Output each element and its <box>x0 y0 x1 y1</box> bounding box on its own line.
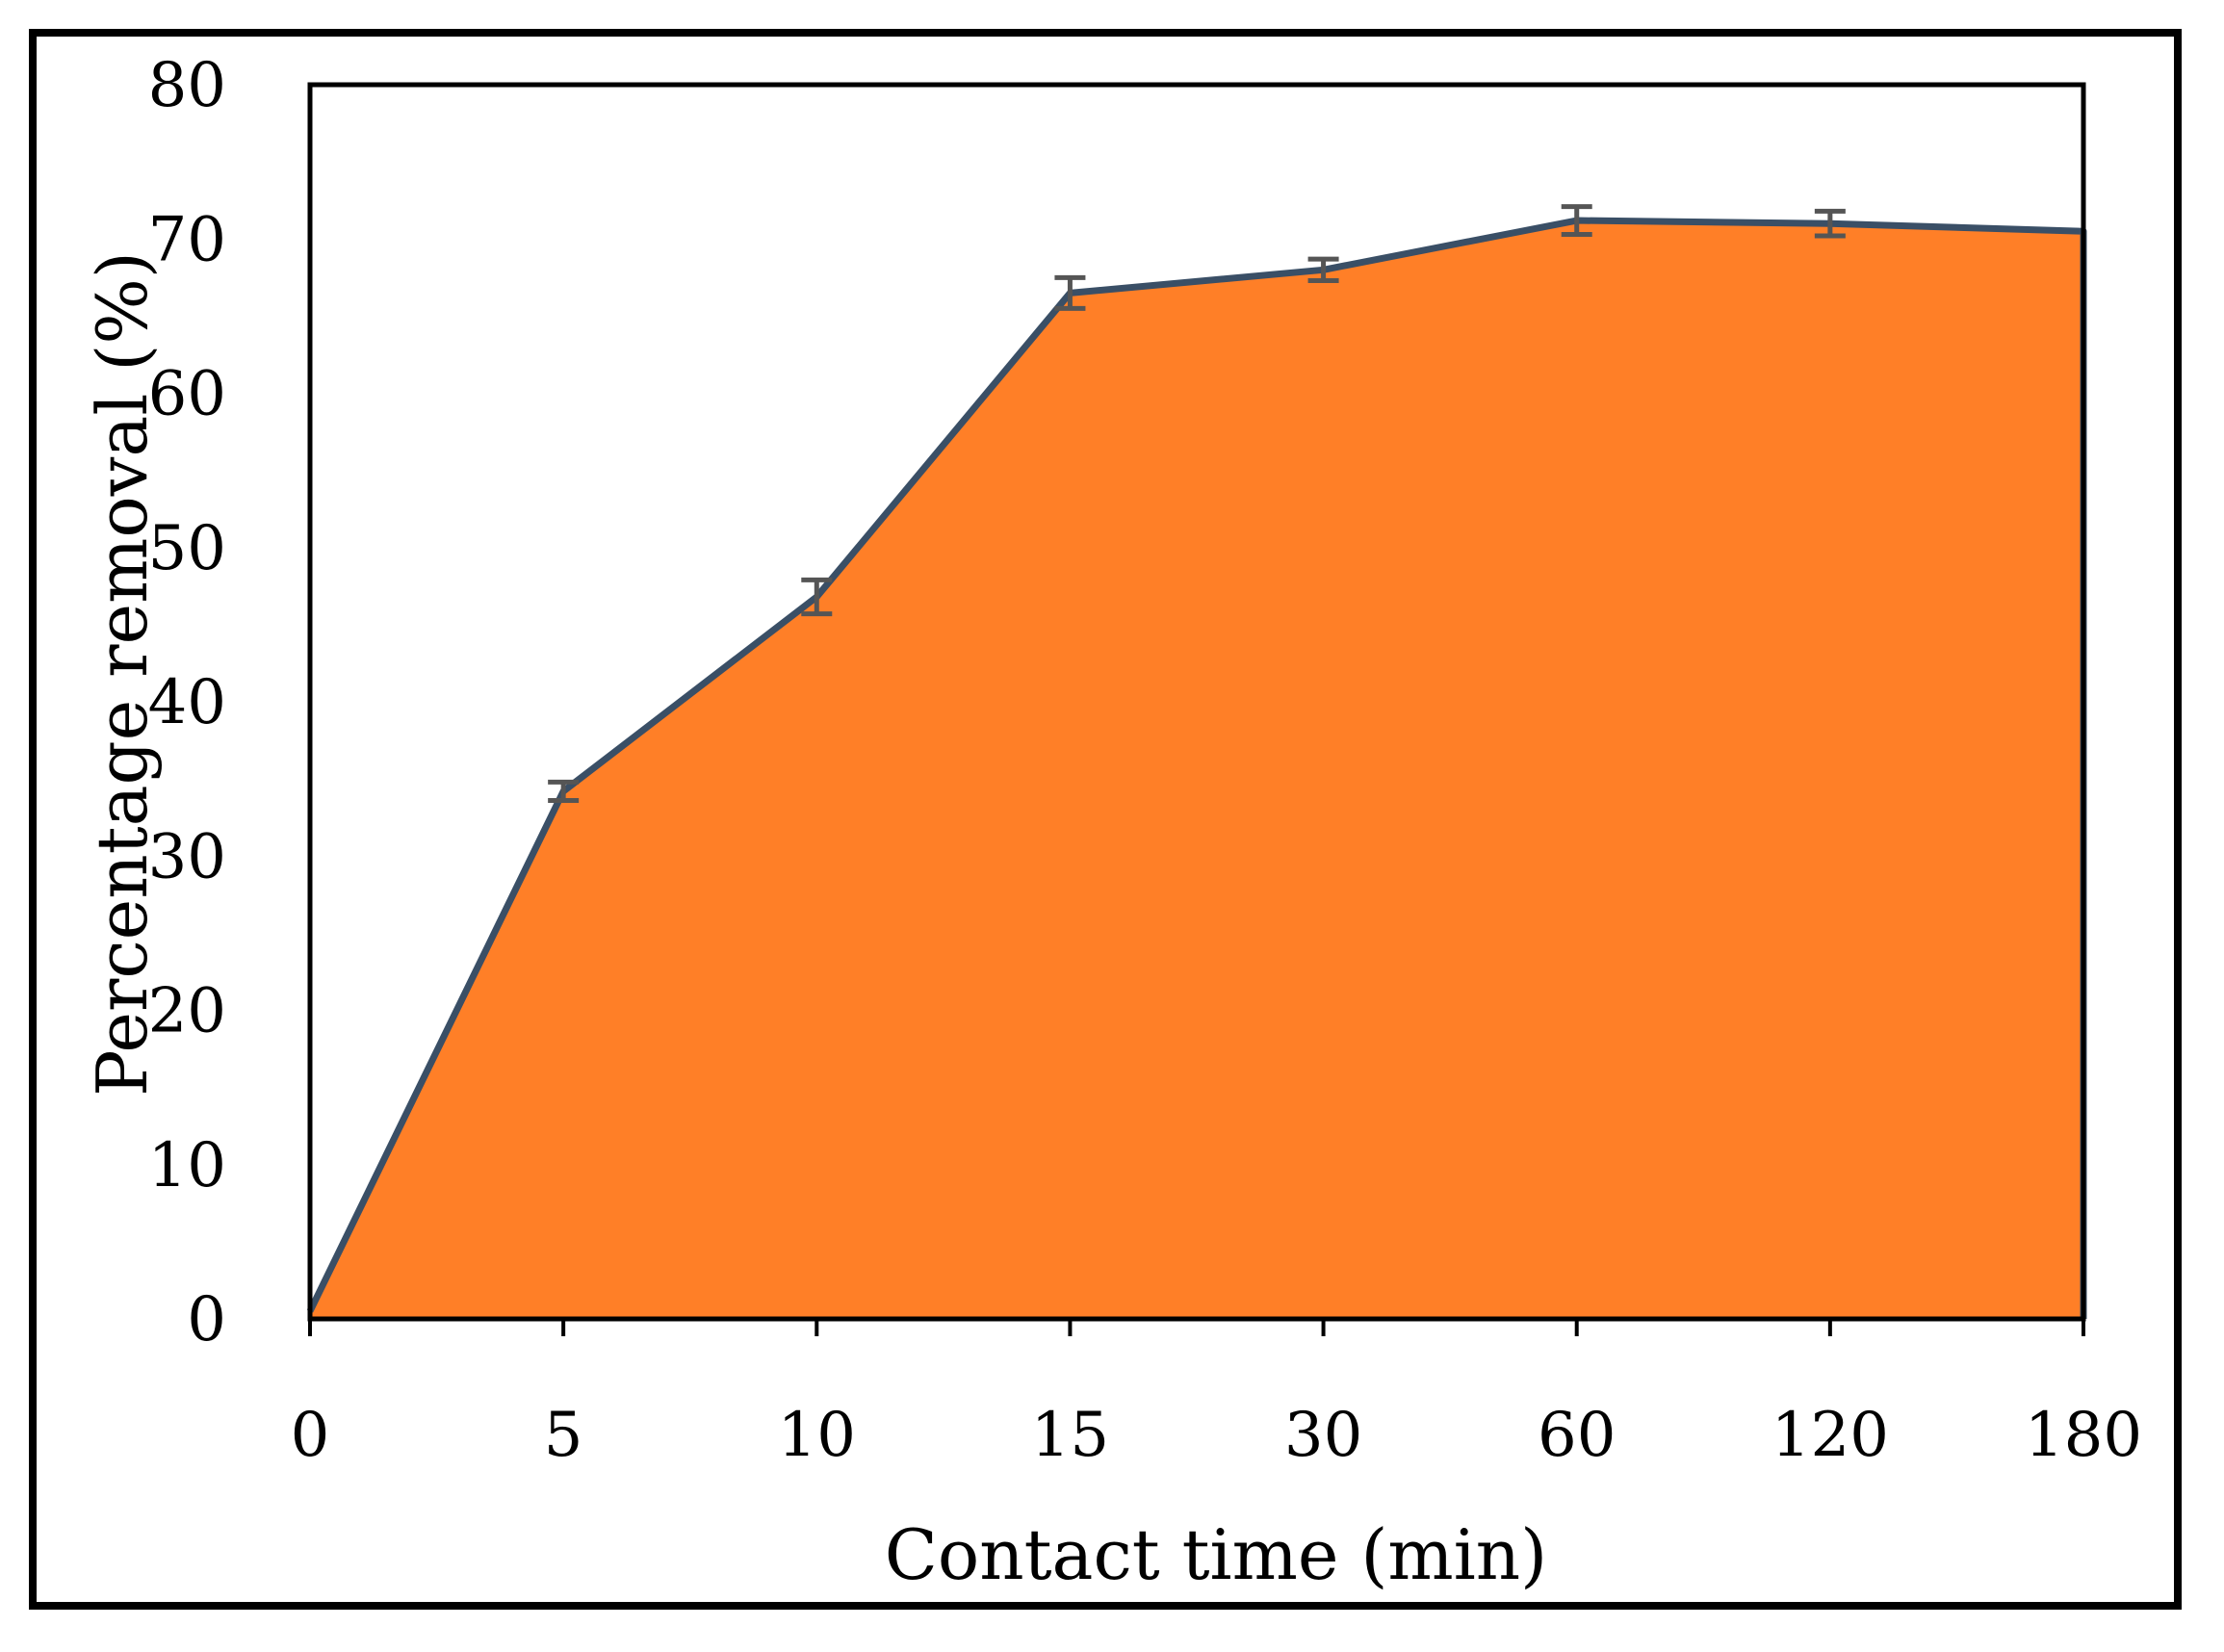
error-bar <box>801 577 833 617</box>
y-tick-label: 70 <box>148 204 226 275</box>
x-tick-label: 30 <box>1284 1400 1362 1471</box>
x-tick-label: 180 <box>2025 1400 2142 1471</box>
error-bar <box>1814 208 1846 239</box>
x-tick-label: 10 <box>778 1400 856 1471</box>
plot-area-border <box>307 82 2086 1322</box>
x-axis-title: Contact time (min) <box>885 1514 1547 1595</box>
y-tick-label: 10 <box>148 1130 226 1201</box>
area-fill <box>310 220 2083 1319</box>
y-axis-title: Percentage removal (%) <box>82 251 163 1097</box>
y-tick-label: 0 <box>187 1284 226 1355</box>
error-bar <box>1307 256 1339 284</box>
x-tick-label: 120 <box>1771 1400 1889 1471</box>
y-tick-label: 80 <box>148 50 226 121</box>
y-tick-label: 60 <box>148 359 226 430</box>
x-axis-ticks <box>308 1319 2085 1336</box>
error-bars <box>548 204 1846 804</box>
error-bar <box>548 779 580 804</box>
x-tick-label: 5 <box>544 1400 583 1471</box>
error-bar <box>1561 204 1592 237</box>
error-bar <box>1054 274 1086 311</box>
y-tick-label: 30 <box>148 821 226 892</box>
x-tick-label: 15 <box>1031 1400 1109 1471</box>
x-tick-label: 60 <box>1538 1400 1616 1471</box>
x-tick-label: 0 <box>291 1400 330 1471</box>
x-axis-tick-labels: 0 5 10 15 30 60 120 180 <box>291 1400 2142 1471</box>
y-tick-label: 40 <box>148 667 226 738</box>
y-tick-label: 20 <box>148 976 226 1047</box>
figure-frame <box>29 29 2182 1610</box>
y-axis-tick-labels: 0 10 20 30 40 50 60 70 80 <box>148 50 226 1355</box>
y-tick-label: 50 <box>148 513 226 584</box>
